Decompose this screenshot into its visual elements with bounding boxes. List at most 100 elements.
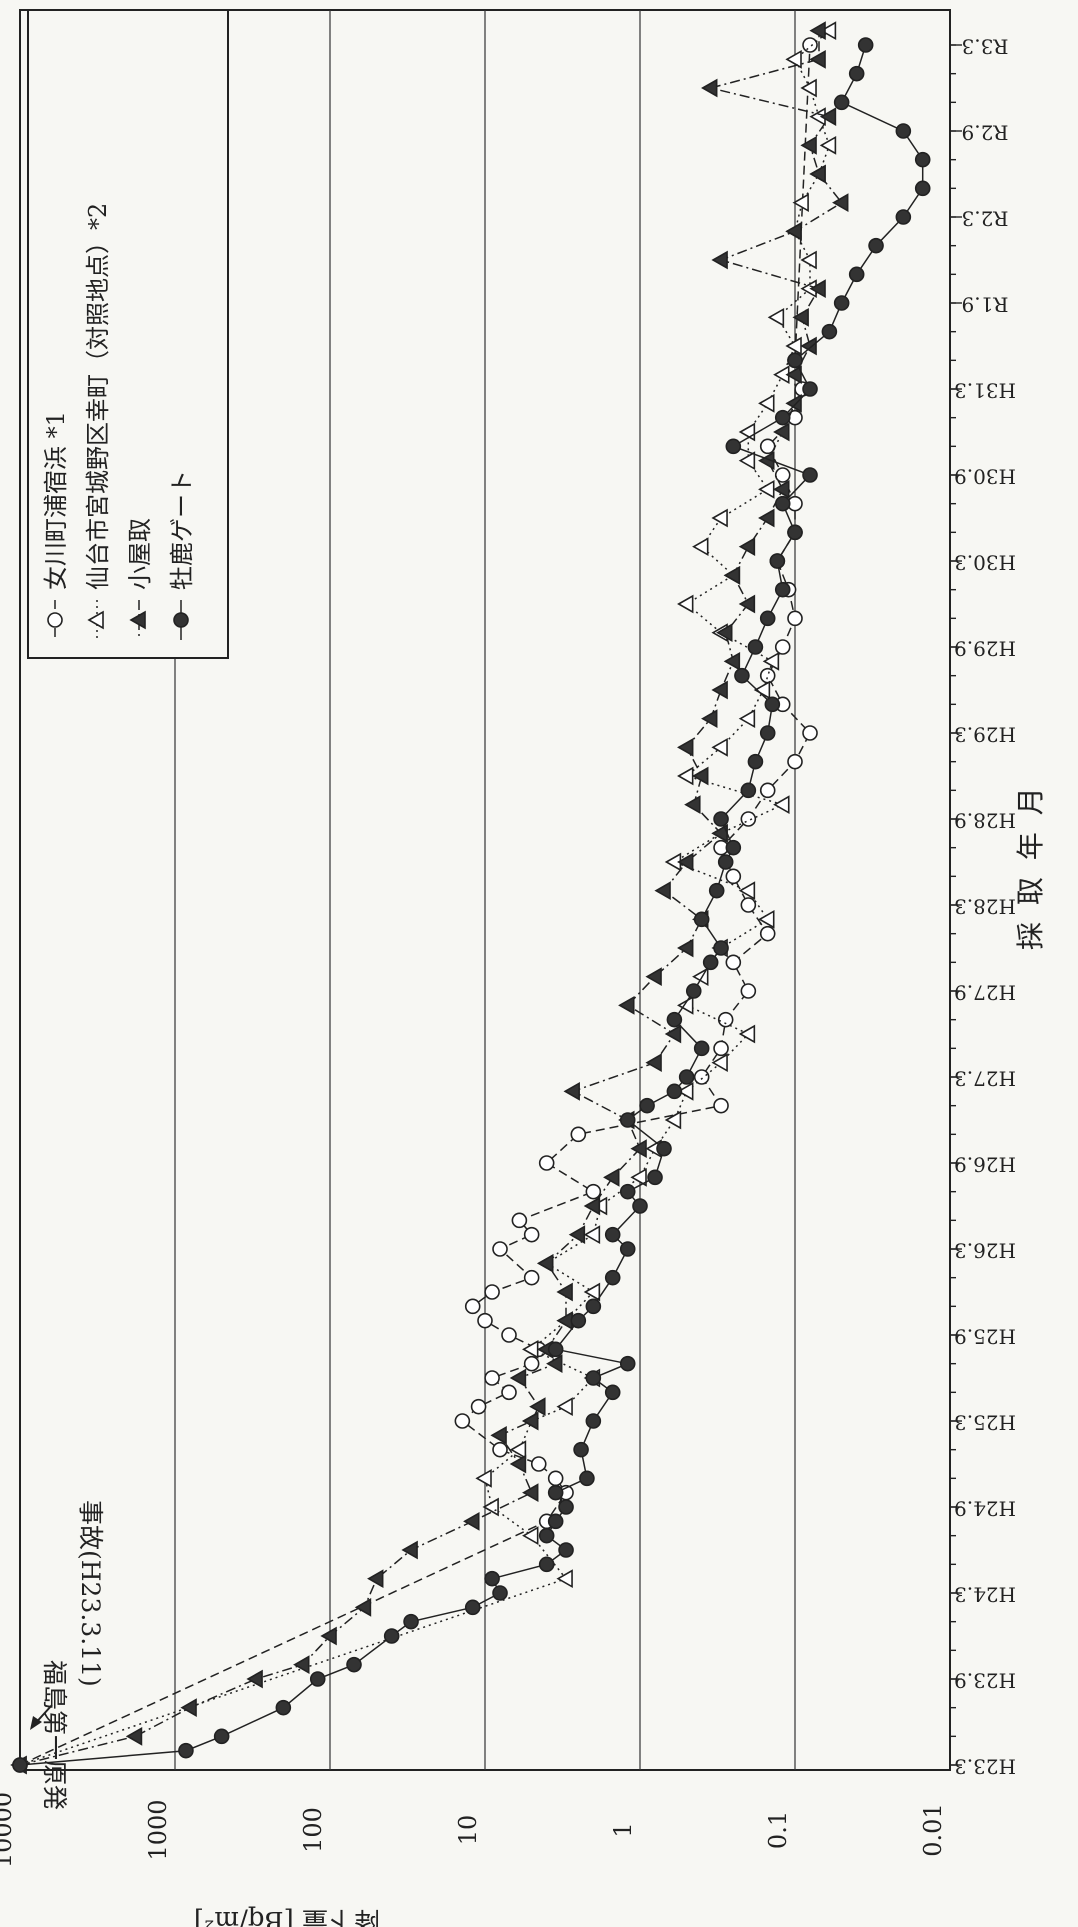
data-point — [821, 323, 838, 340]
accident-annotation: 福島第一原発 事故(H23.3.11) — [30, 1500, 105, 1810]
data-point — [656, 1140, 672, 1157]
data-point — [664, 1024, 682, 1044]
data-point — [538, 1556, 555, 1573]
data-point — [774, 639, 791, 655]
data-point — [677, 594, 694, 614]
data-point — [716, 623, 733, 643]
data-point — [538, 1527, 555, 1544]
data-point — [125, 1726, 143, 1746]
data-point — [738, 1024, 756, 1044]
data-point — [585, 1298, 602, 1315]
y-tick-label: 1 — [609, 1822, 637, 1837]
data-point — [604, 1226, 621, 1243]
legend: 女川町浦宿浜 *1 仙台市宮城野区幸町（対照地点）*2 小屋取 牡鹿ゲート — [27, 9, 229, 659]
data-point — [603, 1167, 620, 1187]
data-point — [684, 795, 701, 815]
x-tick-label: H28.3 — [954, 895, 1016, 919]
x-tick-label: H25.9 — [954, 1325, 1016, 1349]
legend-items: 女川町浦宿浜 *1 仙台市宮城野区幸町（対照地点）*2 小屋取 牡鹿ゲート — [42, 203, 196, 640]
data-point — [792, 307, 809, 327]
data-point — [677, 938, 694, 958]
data-point — [758, 909, 775, 929]
data-point — [769, 553, 786, 569]
data-point — [725, 839, 742, 856]
data-point — [354, 1597, 372, 1617]
data-point — [692, 766, 709, 786]
data-point — [693, 1069, 710, 1085]
data-point — [570, 1126, 587, 1143]
legend-item: 仙台市宮城野区幸町（対照地点）*2 — [84, 203, 112, 640]
data-point — [774, 495, 791, 512]
data-point — [401, 1540, 418, 1560]
data-point — [723, 565, 741, 585]
data-point — [759, 667, 776, 684]
data-point — [511, 1212, 528, 1229]
data-point — [619, 1355, 636, 1372]
data-point — [492, 1441, 508, 1458]
x-tick-label: H31.3 — [954, 379, 1016, 403]
x-tick-label: H29.9 — [954, 637, 1016, 661]
legend-marker — [173, 612, 189, 628]
data-point — [758, 479, 775, 499]
data-point — [403, 1613, 419, 1630]
data-point — [632, 1198, 648, 1214]
data-point — [523, 1355, 540, 1372]
data-point — [773, 479, 790, 499]
series-layer — [10, 21, 931, 1775]
data-point — [785, 393, 802, 413]
data-point — [556, 1569, 573, 1589]
data-point — [501, 1327, 517, 1343]
data-point — [677, 852, 694, 872]
data-point — [758, 508, 775, 528]
data-point — [522, 1483, 539, 1503]
series-2 — [10, 21, 837, 1775]
data-point — [773, 795, 790, 815]
x-tick-labels: H23.3 H23.9 H24.3 H24.9 H25.3 H25.9 H26.3 H26.9… — [950, 35, 1016, 1779]
data-point — [848, 266, 865, 283]
data-point — [802, 467, 818, 483]
data-point — [762, 651, 780, 671]
data-point — [702, 954, 719, 971]
data-point — [647, 1169, 663, 1186]
data-point — [738, 537, 756, 557]
data-point — [477, 1312, 493, 1329]
x-tick-label: R1.9 — [962, 293, 1009, 317]
data-point — [809, 279, 826, 299]
data-point — [619, 1112, 636, 1128]
data-point — [547, 1470, 564, 1487]
y-tick-label: 100 — [299, 1807, 327, 1853]
data-point — [645, 1053, 662, 1073]
data-point — [717, 1011, 734, 1028]
data-point — [573, 1441, 589, 1458]
data-point — [759, 782, 776, 799]
x-tick-label: R3.3 — [962, 35, 1009, 59]
data-point — [547, 1513, 564, 1530]
legend-label: 女川町浦宿浜 *1 — [42, 411, 70, 590]
data-point — [677, 737, 694, 757]
data-point — [708, 882, 725, 899]
legend-marker — [129, 610, 146, 630]
data-point — [523, 1269, 540, 1286]
data-point — [509, 1440, 527, 1460]
y-tick-label: 0.1 — [764, 1811, 792, 1849]
data-point — [711, 737, 728, 757]
x-tick-label: H28.9 — [954, 809, 1016, 833]
data-point — [740, 782, 757, 799]
data-point — [666, 1011, 683, 1028]
data-point — [570, 1312, 587, 1329]
data-point — [857, 37, 874, 53]
data-point — [547, 1341, 564, 1358]
legend-item: 小屋取 — [126, 518, 154, 640]
x-tick-label: H23.9 — [954, 1669, 1016, 1693]
data-point — [713, 1040, 729, 1057]
data-point — [833, 295, 850, 311]
x-tick-label: R2.3 — [962, 207, 1009, 231]
data-point — [759, 610, 776, 627]
data-point — [725, 438, 742, 455]
legend-marker — [47, 612, 63, 628]
data-point — [213, 1728, 230, 1745]
data-point — [501, 1384, 517, 1401]
x-tick-label: H25.3 — [954, 1411, 1016, 1435]
x-tick-label: H26.9 — [954, 1153, 1016, 1177]
data-point — [774, 467, 791, 483]
